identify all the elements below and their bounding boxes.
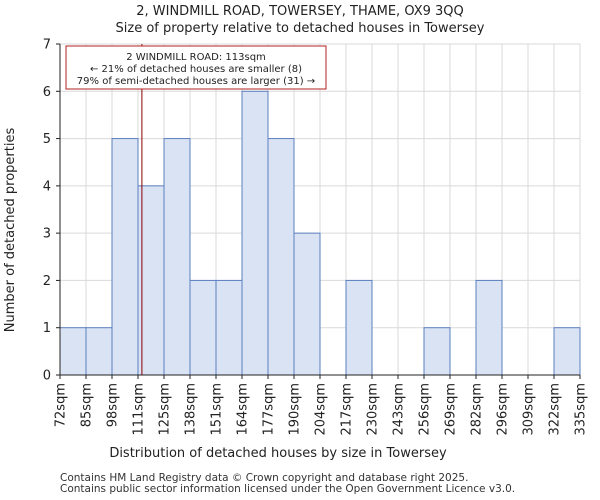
- annotation-box: 2 WINDMILL ROAD: 113sqm ← 21% of detache…: [65, 45, 327, 90]
- bar: [189, 279, 217, 376]
- x-tick-label: 269sqm: [444, 383, 459, 436]
- annotation-line-3: 79% of semi-detached houses are larger (…: [77, 76, 315, 87]
- x-tick-label: 335sqm: [574, 383, 589, 436]
- bar: [475, 279, 503, 376]
- x-tick-label: 296sqm: [496, 383, 511, 436]
- x-tick-label: 72sqm: [54, 383, 69, 427]
- bar: [553, 327, 581, 376]
- footer-line-1: Contains HM Land Registry data © Crown c…: [60, 472, 469, 484]
- x-axis-label: Distribution of detached houses by size …: [109, 446, 447, 461]
- y-axis-label: Number of detached properties: [3, 128, 18, 333]
- bars: [59, 90, 581, 376]
- bar: [293, 232, 321, 376]
- bar: [163, 138, 191, 376]
- bar: [85, 327, 113, 376]
- x-tick-label: 111sqm: [132, 383, 147, 436]
- x-tick-label: 230sqm: [366, 383, 381, 436]
- x-tick-label: 85sqm: [80, 383, 95, 427]
- x-tick-label: 138sqm: [184, 383, 199, 436]
- x-tick-label: 125sqm: [158, 383, 173, 436]
- bar: [267, 138, 295, 376]
- bar: [345, 279, 373, 376]
- y-tick-label: 0: [43, 369, 51, 384]
- bar: [423, 327, 451, 376]
- y-tick-label: 2: [43, 274, 51, 289]
- x-tick-label: 98sqm: [106, 383, 121, 427]
- x-tick-label: 256sqm: [418, 383, 433, 436]
- y-tick-label: 5: [43, 132, 51, 147]
- x-tick-labels: 72sqm 85sqm 98sqm 111sqm 125sqm 138sqm 151sqm 1…: [54, 375, 589, 436]
- bar: [241, 90, 269, 376]
- x-tick-label: 177sqm: [262, 383, 277, 436]
- bar: [111, 138, 139, 376]
- x-tick-label: 217sqm: [340, 383, 355, 436]
- y-tick-labels: 0 1 2 3 4 5 6 7: [43, 38, 60, 384]
- annotation-line-2: ← 21% of detached houses are smaller (8): [90, 64, 302, 75]
- x-tick-label: 282sqm: [470, 383, 485, 436]
- x-tick-label: 309sqm: [522, 383, 537, 436]
- chart-title: 2, WINDMILL ROAD, TOWERSEY, THAME, OX9 3…: [136, 4, 464, 19]
- bar: [59, 327, 87, 376]
- x-tick-label: 322sqm: [548, 383, 563, 436]
- x-tick-label: 204sqm: [314, 383, 329, 436]
- x-tick-label: 190sqm: [288, 383, 303, 436]
- bar: [215, 279, 243, 376]
- x-tick-label: 243sqm: [392, 383, 407, 436]
- x-tick-label: 164sqm: [236, 383, 251, 436]
- y-tick-label: 4: [43, 179, 51, 194]
- y-tick-label: 3: [43, 227, 51, 242]
- x-tick-label: 151sqm: [210, 383, 225, 436]
- y-tick-label: 7: [43, 38, 51, 53]
- annotation-line-1: 2 WINDMILL ROAD: 113sqm: [126, 52, 266, 63]
- y-tick-label: 1: [43, 321, 51, 336]
- y-tick-label: 6: [43, 85, 51, 100]
- chart-subtitle: Size of property relative to detached ho…: [116, 21, 485, 36]
- footer-line-2: Contains public sector information licen…: [60, 483, 516, 495]
